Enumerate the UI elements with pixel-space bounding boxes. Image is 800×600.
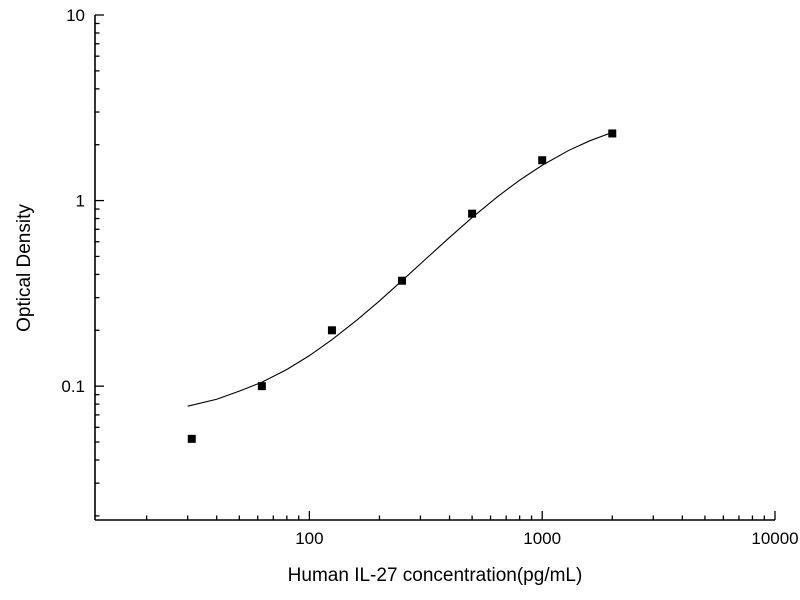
x-tick-label: 10000: [751, 529, 798, 548]
fit-curve: [187, 131, 613, 407]
y-tick-label: 0.1: [61, 377, 85, 396]
data-point-marker: [187, 434, 196, 443]
x-tick-label: 100: [295, 529, 323, 548]
x-axis-title: Human IL-27 concentration(pg/mL): [288, 565, 583, 586]
plot-area: 100 1000 10000 0.1 1 10: [61, 6, 798, 548]
y-axis-title: Optical Density: [14, 204, 35, 332]
x-tick-label: 1000: [523, 529, 561, 548]
data-point-marker: [327, 326, 336, 335]
y-tick-label: 1: [76, 192, 85, 211]
data-point-marker: [538, 156, 547, 165]
y-tick-label: 10: [66, 6, 85, 25]
data-point-marker: [257, 382, 266, 391]
data-point-marker: [468, 209, 477, 218]
data-point-marker: [398, 276, 407, 285]
data-point-marker: [608, 129, 617, 138]
